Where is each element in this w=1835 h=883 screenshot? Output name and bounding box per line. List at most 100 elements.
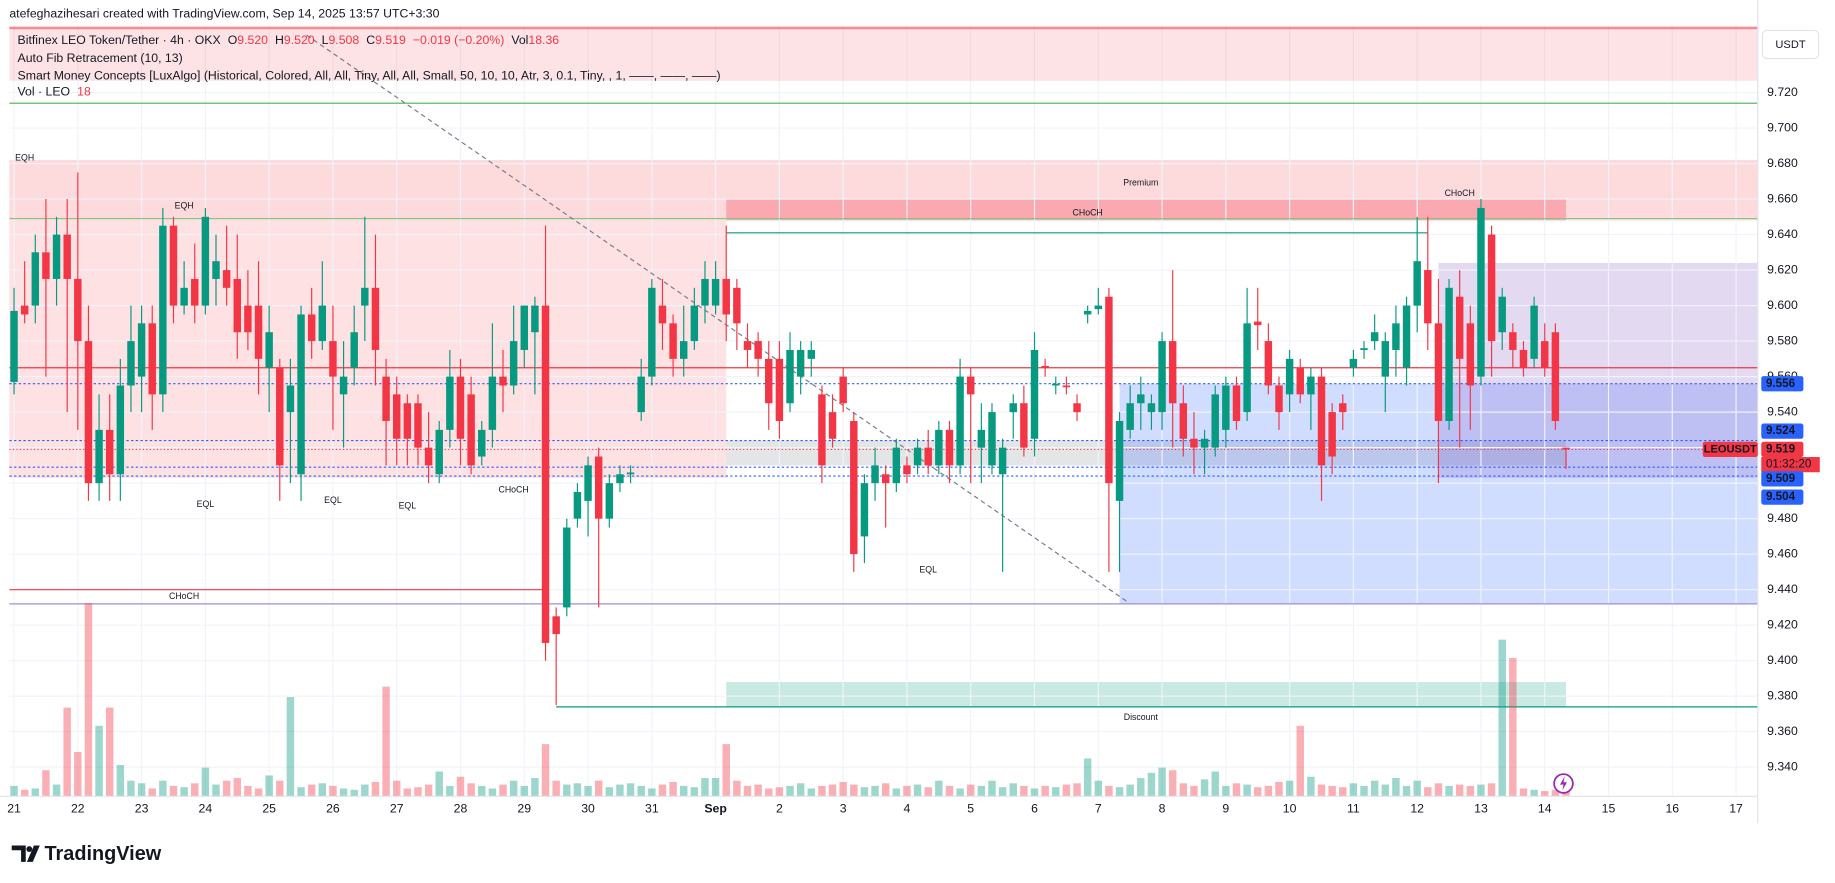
symbol-tag-bg: [1702, 441, 1758, 458]
y-tick-label: 9.660: [1767, 191, 1798, 205]
candle-body: [573, 492, 582, 519]
candle-body: [1126, 403, 1134, 430]
candle-body: [637, 376, 645, 413]
volume-bar: [1477, 784, 1485, 797]
volume-bar: [1402, 785, 1411, 797]
volume-bar: [180, 787, 188, 797]
volume-bar: [1328, 785, 1336, 797]
logo-mark: [11, 845, 40, 862]
currency-button[interactable]: [1761, 29, 1820, 60]
volume-bar: [1275, 781, 1283, 797]
volume-bar: [594, 780, 603, 797]
candle-body: [988, 412, 996, 466]
volume-bar: [1158, 767, 1166, 797]
volume-bar: [850, 784, 858, 797]
x-tick-label: 28: [454, 801, 468, 815]
candle-body: [1296, 367, 1304, 395]
candle-body: [286, 385, 295, 413]
l-value: 9.508: [328, 33, 359, 47]
volume-bar: [711, 778, 720, 797]
volume-bar: [1413, 780, 1421, 797]
candle-body: [924, 447, 932, 466]
volume-bar: [159, 780, 167, 797]
zone: [726, 440, 1566, 466]
candle-body: [1541, 341, 1549, 368]
candle-body: [1190, 438, 1198, 448]
candle-body: [956, 376, 964, 466]
candle-body: [1020, 403, 1028, 448]
candle-body: [1339, 403, 1347, 413]
candle-body: [1083, 310, 1092, 315]
annotation: Premium: [1123, 177, 1158, 187]
volume-bar: [1296, 725, 1304, 797]
candle-body: [63, 234, 71, 279]
candle-body: [1519, 349, 1528, 368]
volume-bar: [1264, 785, 1273, 797]
candle-body: [446, 376, 454, 430]
candle-body: [903, 465, 911, 475]
candle-body: [520, 305, 528, 350]
candle-body: [690, 305, 699, 342]
candle-body: [648, 287, 656, 377]
currency[interactable]: USDT: [1775, 39, 1805, 51]
volume-bar: [998, 787, 1007, 797]
candle-body: [775, 358, 784, 421]
logo: TradingView: [11, 843, 162, 865]
candle-body: [828, 412, 837, 439]
candle-body: [467, 394, 475, 466]
volume-bar: [754, 784, 762, 797]
volume-bar: [329, 785, 337, 797]
candle-body: [998, 447, 1007, 475]
candle-body: [84, 341, 93, 484]
c-value: 9.519: [375, 33, 406, 47]
volume-bar: [1455, 784, 1464, 797]
candle-body: [871, 465, 879, 484]
volume-bar: [828, 784, 837, 797]
candle-body: [10, 310, 18, 382]
volume-bar: [765, 788, 773, 797]
volume-bar: [116, 765, 125, 797]
volume-bar: [1530, 789, 1538, 797]
x-tick-label: 21: [7, 801, 21, 815]
candle-body: [1551, 332, 1560, 421]
candle-body: [765, 358, 773, 404]
candle-body: [1285, 358, 1294, 395]
candle-body: [1030, 349, 1039, 439]
candle-body: [1105, 296, 1113, 484]
volume-bar: [531, 778, 539, 797]
candle-body: [701, 278, 709, 306]
candle-body: [711, 278, 720, 306]
candle-body: [743, 341, 752, 350]
candle-body: [265, 332, 273, 368]
volume-bar: [392, 780, 401, 797]
candle-body: [1381, 341, 1390, 377]
candle-body: [52, 234, 61, 279]
candle-body: [658, 305, 667, 324]
volume-bar: [945, 785, 954, 797]
candle-body: [339, 376, 348, 395]
x-tick-label: 12: [1410, 801, 1424, 815]
price-tags: 9.556 9.524 9.519 01:32:20 LEOUSDT 9.509 9.504: [1702, 376, 1820, 505]
x-tick-label: 14: [1538, 801, 1552, 815]
x-tick-label: 8: [1159, 801, 1166, 815]
candle-body: [329, 341, 337, 377]
volume-bar: [1126, 784, 1134, 797]
candle-body: [1222, 385, 1230, 430]
candle-body: [1275, 385, 1283, 413]
volume-bar: [265, 775, 273, 797]
candle-body: [1370, 332, 1379, 342]
volume-bar: [371, 781, 380, 797]
candle-body: [1307, 376, 1315, 395]
candles: [10, 172, 1570, 706]
candle-body: [212, 261, 220, 279]
x-tick-label: 22: [71, 801, 85, 815]
candle-body: [159, 225, 167, 395]
candle-body: [509, 341, 518, 386]
candle-body: [478, 429, 486, 457]
volume-bar: [1424, 787, 1432, 797]
candle-body: [1052, 383, 1060, 386]
volume-bar: [701, 778, 709, 797]
symbol: Bitfinex LEO Token/Tether · 4h · OKX: [18, 33, 221, 47]
candle-body: [1137, 394, 1145, 404]
volume-bar: [63, 707, 71, 797]
